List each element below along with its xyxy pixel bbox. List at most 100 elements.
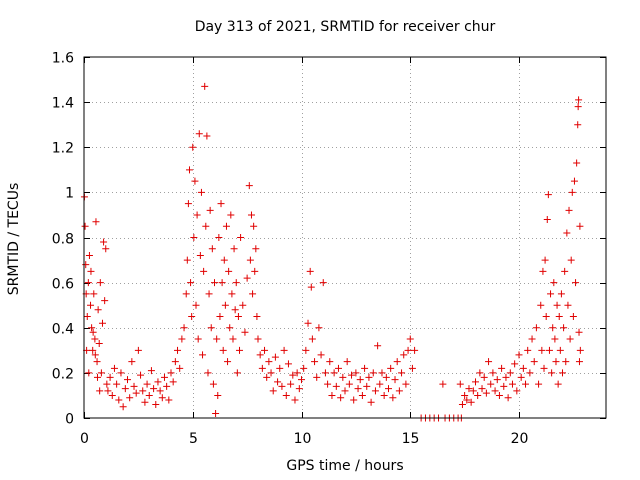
data-point — [188, 312, 196, 320]
data-point — [293, 369, 301, 377]
data-point — [465, 385, 473, 393]
data-point — [246, 256, 254, 264]
data-point — [568, 188, 576, 196]
data-point — [326, 358, 334, 366]
data-point — [561, 267, 569, 275]
data-point — [502, 373, 510, 381]
data-point — [184, 200, 192, 208]
data-point — [574, 103, 582, 111]
data-point — [378, 369, 386, 377]
data-point — [361, 364, 369, 372]
data-point — [152, 400, 160, 408]
data-point — [137, 371, 145, 379]
data-point — [222, 222, 230, 230]
data-point — [178, 335, 186, 343]
data-point — [575, 328, 583, 336]
y-tick-label: 0 — [65, 412, 74, 428]
data-point — [541, 256, 549, 264]
x-tick-label: 0 — [80, 431, 89, 447]
data-point — [91, 351, 99, 359]
y-tick-label: 1.6 — [52, 51, 74, 67]
data-point — [254, 335, 262, 343]
x-tick-label: 5 — [189, 431, 198, 447]
data-point — [106, 373, 114, 381]
data-point — [87, 301, 95, 309]
data-point — [98, 319, 106, 327]
data-point — [81, 222, 89, 230]
data-point — [354, 385, 362, 393]
data-point — [233, 369, 241, 377]
data-point — [382, 373, 390, 381]
data-point — [93, 358, 101, 366]
data-point — [564, 301, 572, 309]
data-point — [195, 130, 203, 138]
data-point — [219, 346, 227, 354]
data-point — [576, 346, 584, 354]
y-tick-label: 0.2 — [52, 367, 74, 383]
data-point — [487, 380, 495, 388]
data-point — [96, 279, 104, 287]
data-point — [171, 358, 179, 366]
data-point — [519, 364, 527, 372]
data-point — [89, 328, 97, 336]
data-point — [194, 335, 202, 343]
data-point — [352, 369, 360, 377]
x-tick-label: 20 — [511, 431, 529, 447]
data-point — [212, 409, 220, 417]
data-point — [247, 211, 255, 219]
data-point — [348, 371, 356, 379]
data-point — [239, 301, 247, 309]
data-points — [80, 82, 584, 422]
data-point — [307, 283, 315, 291]
data-point — [134, 346, 142, 354]
data-point — [130, 382, 138, 390]
data-point — [250, 222, 258, 230]
data-point — [563, 229, 571, 237]
data-point — [192, 301, 200, 309]
data-point — [185, 166, 193, 174]
data-point — [196, 252, 204, 260]
data-point — [85, 369, 93, 377]
data-point — [334, 364, 342, 372]
y-tick-label: 1 — [65, 186, 74, 202]
data-point — [562, 358, 570, 366]
data-point — [82, 261, 90, 269]
data-point — [243, 274, 251, 282]
data-point — [258, 364, 266, 372]
data-point — [576, 222, 584, 230]
data-point — [402, 380, 410, 388]
data-point — [549, 324, 557, 332]
data-point — [406, 335, 414, 343]
data-point — [167, 369, 175, 377]
data-point — [226, 324, 234, 332]
data-point — [540, 364, 548, 372]
data-point — [280, 346, 288, 354]
data-point — [245, 182, 253, 190]
data-point — [204, 369, 212, 377]
data-point — [295, 385, 303, 393]
x-tick-label: 10 — [294, 431, 312, 447]
data-point — [156, 387, 164, 395]
data-point — [535, 380, 543, 388]
data-point — [249, 290, 257, 298]
y-tick-label: 1.2 — [52, 141, 74, 157]
data-point — [165, 396, 173, 404]
data-point — [565, 206, 573, 214]
data-point — [94, 306, 102, 314]
data-point — [213, 335, 221, 343]
data-point — [214, 391, 222, 399]
data-point — [570, 177, 578, 185]
data-point — [274, 378, 282, 386]
axis-ticks: 0 0.2 0.4 0.6 0.8 1 1.2 1.4 1.6 0 5 10 15 20 — [52, 51, 606, 447]
data-point — [236, 346, 244, 354]
data-point — [84, 279, 92, 287]
data-point — [526, 369, 534, 377]
data-point — [537, 301, 545, 309]
data-point — [200, 267, 208, 275]
data-point — [215, 234, 223, 241]
data-point — [182, 290, 190, 298]
data-point — [90, 290, 98, 298]
data-point — [387, 364, 395, 372]
data-point — [491, 387, 499, 395]
data-point — [552, 358, 560, 366]
